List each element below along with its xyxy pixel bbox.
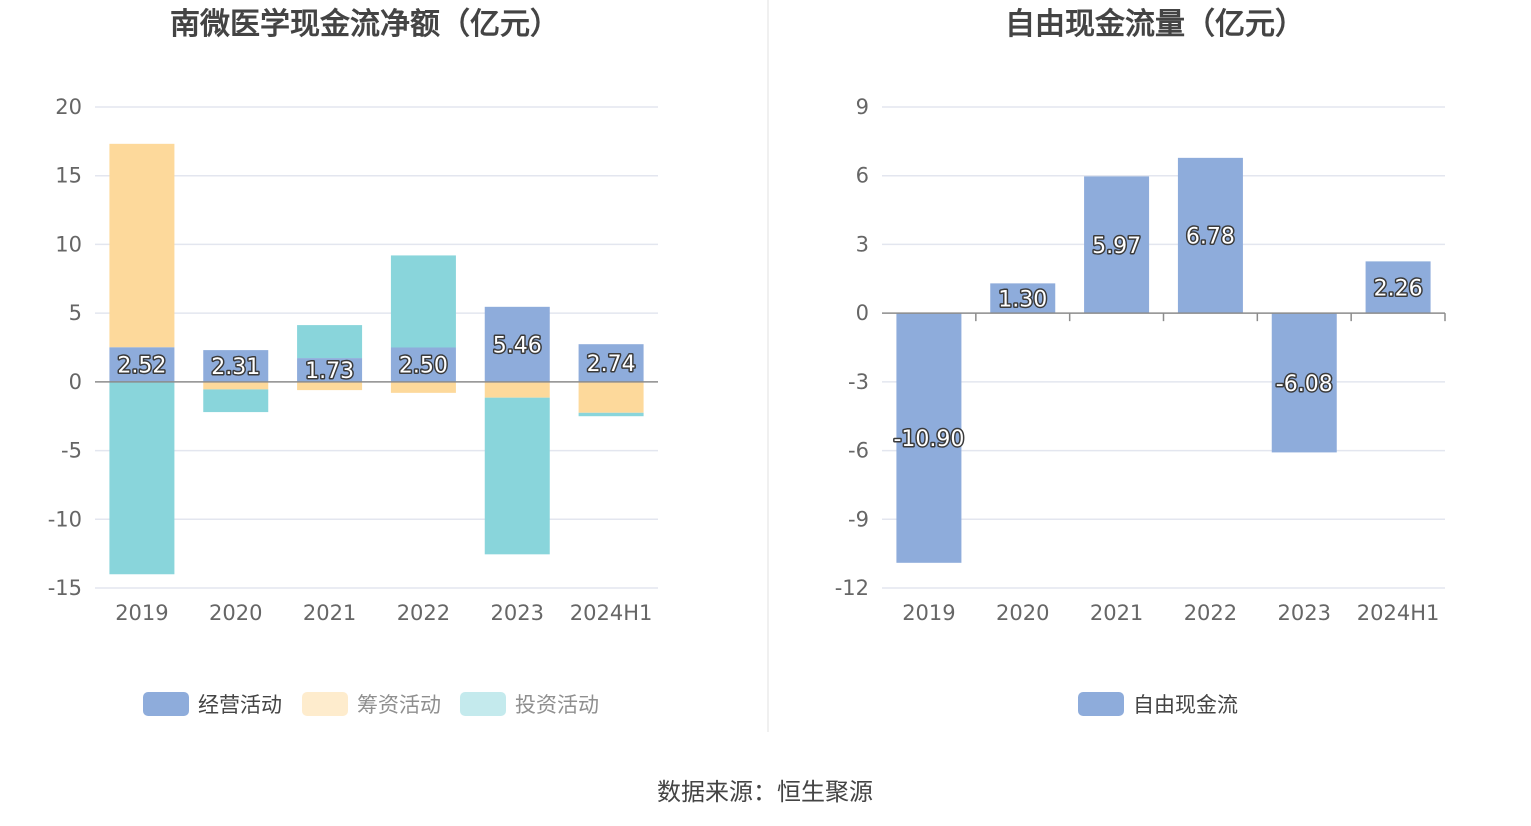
y-tick-label: 0 (69, 370, 82, 394)
bar (297, 381, 363, 391)
data-label: 1.73 (305, 359, 354, 384)
y-tick-label: 3 (856, 232, 869, 256)
y-tick-label: 6 (856, 164, 869, 188)
y-tick-label: 20 (55, 95, 82, 119)
y-tick-label: -3 (848, 370, 869, 394)
bar (109, 381, 175, 575)
bar (578, 344, 644, 382)
bar (578, 381, 644, 413)
legend-swatch[interactable] (460, 692, 506, 716)
bar (1271, 313, 1337, 453)
y-tick-label: -12 (835, 576, 869, 600)
legend-label[interactable]: 筹资活动 (357, 693, 441, 717)
bar (1365, 261, 1431, 314)
data-label: 2.74 (587, 352, 636, 377)
y-tick-label: -10 (48, 507, 82, 531)
y-tick-label: -15 (48, 576, 82, 600)
bar (203, 389, 269, 413)
legend-swatch[interactable] (302, 692, 348, 716)
data-label: 2.31 (211, 355, 260, 380)
data-label: 2.50 (399, 354, 448, 379)
y-tick-label: 15 (55, 164, 82, 188)
x-tick-label: 2024H1 (1357, 601, 1440, 625)
y-tick-label: 0 (856, 301, 869, 325)
chart-title: 自由现金流量（亿元） (1005, 7, 1305, 42)
x-tick-label: 2021 (303, 601, 356, 625)
y-tick-label: 5 (69, 301, 82, 325)
data-label: 5.46 (493, 333, 542, 358)
data-label: 2.52 (117, 354, 166, 379)
y-tick-label: -5 (61, 439, 82, 463)
x-tick-label: 2022 (397, 601, 450, 625)
x-tick-label: 2024H1 (570, 601, 653, 625)
bar (1084, 176, 1150, 314)
y-tick-label: 9 (856, 95, 869, 119)
legend-label[interactable]: 经营活动 (198, 693, 282, 717)
bar (109, 347, 175, 382)
bar (578, 412, 644, 417)
data-label: 5.97 (1092, 234, 1141, 259)
x-tick-label: 2023 (491, 601, 544, 625)
data-label: -6.08 (1276, 372, 1333, 397)
bar (484, 306, 550, 382)
data-label: 2.26 (1374, 276, 1423, 301)
bar (896, 313, 962, 563)
y-tick-label: -9 (848, 507, 869, 531)
bar (484, 397, 550, 555)
x-tick-label: 2020 (209, 601, 262, 625)
bar (109, 143, 175, 348)
legend-swatch[interactable] (143, 692, 189, 716)
data-source-note: 数据来源：恒生聚源 (657, 778, 873, 806)
x-tick-label: 2019 (902, 601, 955, 625)
bar (1177, 157, 1243, 314)
data-label: 1.30 (998, 287, 1047, 312)
bar (297, 325, 363, 359)
free-cash-flow-chart: 自由现金流量（亿元） 9 6 3 0 -3 -6 -9 -12 2019 2020 2021 2022 2… (835, 7, 1446, 717)
y-tick-label: -6 (848, 439, 869, 463)
legend-label[interactable]: 投资活动 (515, 693, 599, 717)
bar (390, 347, 456, 382)
bar (203, 350, 269, 382)
x-tick-label: 2022 (1184, 601, 1237, 625)
chart-title: 南微医学现金流净额（亿元） (170, 7, 560, 42)
x-tick-label: 2019 (115, 601, 168, 625)
x-tick-label: 2023 (1278, 601, 1331, 625)
x-tick-label: 2021 (1090, 601, 1143, 625)
legend-label[interactable]: 自由现金流 (1133, 693, 1238, 717)
bar (297, 358, 363, 382)
bar (390, 255, 456, 348)
bar (484, 381, 550, 398)
bar (990, 283, 1056, 314)
bar (203, 381, 269, 390)
cash-flow-net-chart: 南微医学现金流净额（亿元） 20 15 10 5 0 -5 -10 -15 2019 2020 202… (48, 7, 658, 717)
data-label: 6.78 (1186, 224, 1235, 249)
x-tick-label: 2020 (996, 601, 1049, 625)
data-label: -10.90 (893, 427, 964, 452)
legend-swatch[interactable] (1078, 692, 1124, 716)
bar (390, 381, 456, 393)
y-tick-label: 10 (55, 232, 82, 256)
